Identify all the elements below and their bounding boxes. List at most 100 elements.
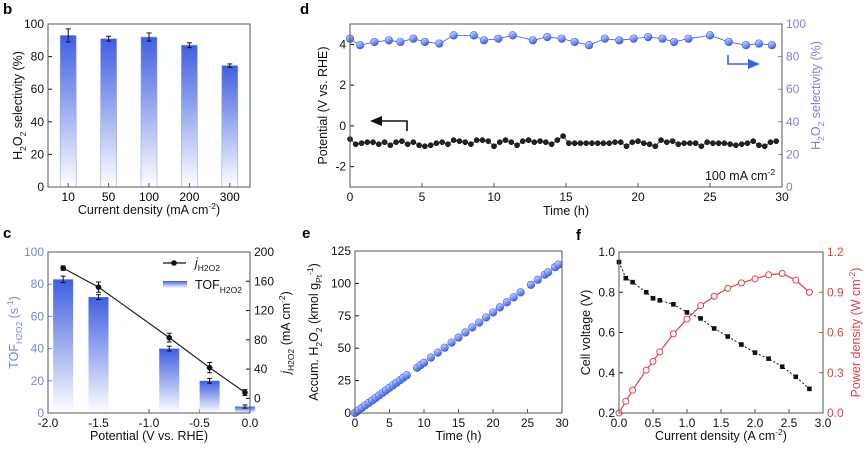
b-bar (140, 36, 158, 188)
d-right-arrowhead (748, 59, 760, 69)
f-y-tick-label: 0.2 (598, 406, 615, 420)
d-selectivity-point (669, 37, 679, 47)
e-point (554, 260, 563, 269)
d-potential-point (623, 143, 630, 150)
d-x-tick-label: 20 (631, 190, 645, 204)
c-x-tick-label: -1.5 (88, 416, 109, 430)
b-y-tick-label: 80 (31, 50, 45, 64)
d-potential-point (560, 133, 566, 139)
b-x-axis-label-group: Current density (mA cm-2) (78, 201, 220, 217)
b-x-axis-label: Current density (mA cm-2) (78, 201, 220, 217)
c-y-tick-label: 40 (31, 342, 45, 356)
b-y-tick-label: 0 (37, 180, 44, 194)
c-y2-tick-label: 40 (254, 362, 268, 376)
d-potential-point (652, 143, 659, 150)
f-voltage-point (671, 302, 676, 307)
f-y2-tick-label: 0.0 (827, 406, 844, 420)
d-x-tick-label: 15 (559, 190, 573, 204)
d-potential-point (439, 139, 446, 146)
d-right-arrow (727, 55, 752, 65)
c-legend-tof-label-group: TOFH2O2 (195, 278, 242, 295)
f-x-tick-label: 2.0 (747, 416, 764, 430)
f-x-axis-label: Current density (A cm-2) (655, 427, 787, 443)
d-potential-point (675, 141, 682, 148)
d-y-tick-label: 2 (339, 78, 346, 92)
d-potential-point (663, 139, 670, 146)
d-potential-point (669, 138, 676, 145)
e-point (488, 308, 498, 317)
d-selectivity-point (469, 31, 478, 40)
d-x-tick-label: 30 (775, 190, 789, 204)
e-y-axis-label-group: Accum. H2O2 (kmol gPt-1) (305, 263, 324, 401)
e-x-tick-label: 0 (352, 416, 359, 430)
c-tof-bar (234, 406, 255, 413)
b-x-tick-label: 100 (139, 190, 159, 204)
e-y-tick-label: 25 (338, 374, 352, 388)
c-y2-tick-label: 200 (254, 245, 274, 259)
c-tof-bar (199, 380, 220, 413)
c-y2-tick-label: 160 (254, 274, 274, 288)
e-point (402, 371, 411, 380)
d-potential-point (617, 139, 624, 146)
f-power-point (629, 386, 637, 394)
f-power-point (683, 315, 691, 323)
c-j-point (206, 364, 213, 371)
d-potential-point (640, 140, 647, 147)
d-potential-point (514, 142, 520, 149)
f-voltage-point (793, 374, 799, 380)
e-x-tick-label: 20 (486, 416, 500, 430)
f-power-point (737, 279, 745, 287)
d-selectivity-point (557, 34, 566, 43)
d-potential-point (491, 143, 497, 150)
d-potential-point (756, 142, 762, 149)
b-y-tick-label: 40 (31, 115, 45, 129)
d-potential-point (398, 138, 405, 145)
panel-label: d (300, 1, 309, 18)
d-potential-point (485, 138, 492, 145)
b-plot-frame (47, 23, 251, 188)
b-y-axis-label-group: H2O2 selectivity (%) (11, 51, 28, 160)
d-potential-point (566, 140, 572, 147)
d-potential-point (387, 142, 394, 149)
c-x-tick-label: 0.0 (242, 416, 259, 430)
d-potential-point (479, 137, 486, 143)
d-potential-point (416, 142, 422, 149)
f-voltage-point (725, 334, 731, 339)
f-power-point (622, 397, 630, 405)
b-bar (221, 65, 239, 188)
c-y2-tick-label: 120 (254, 304, 274, 318)
d-selectivity-point (396, 37, 405, 47)
d-potential-point (393, 139, 399, 146)
d-selectivity-point (767, 41, 777, 50)
f-plot-frame (618, 251, 824, 414)
b-bar (59, 35, 77, 188)
c-x-tick-label: -0.5 (189, 416, 210, 430)
b-x-tick-label: 200 (179, 190, 199, 204)
d-potential-point (519, 138, 526, 145)
f-x-axis-label-group: Current density (A cm-2) (655, 427, 787, 443)
d-selectivity-point (449, 31, 458, 40)
f-power-point (765, 271, 773, 279)
d-potential-point (594, 140, 601, 147)
d-potential-point (525, 137, 532, 143)
panel-label: e (302, 225, 310, 242)
f-voltage-point (752, 350, 758, 355)
d-y2-axis-label: H2O2 selectivity (%) (809, 41, 826, 150)
d-annotation: 100 mA cm-2 (705, 167, 775, 183)
f-power-point (751, 275, 759, 283)
c-x-axis-label-group: Potential (V vs. RHE) (90, 429, 208, 443)
f-voltage-line (618, 261, 810, 390)
e-point (461, 328, 470, 337)
d-potential-point (600, 140, 607, 147)
d-selectivity-point (600, 34, 609, 43)
d-y2-tick-label: 40 (786, 115, 800, 129)
e-x-tick-label: 25 (521, 416, 535, 430)
b-x-tick-label: 300 (220, 190, 240, 204)
d-potential-point (358, 140, 365, 147)
b-bar (181, 44, 198, 188)
d-potential-point (606, 140, 613, 147)
d-potential-point (750, 138, 757, 145)
c-tof-bar (159, 348, 180, 413)
c-x-tick-label: -1.0 (139, 416, 160, 430)
c-tof-bar (88, 297, 109, 413)
